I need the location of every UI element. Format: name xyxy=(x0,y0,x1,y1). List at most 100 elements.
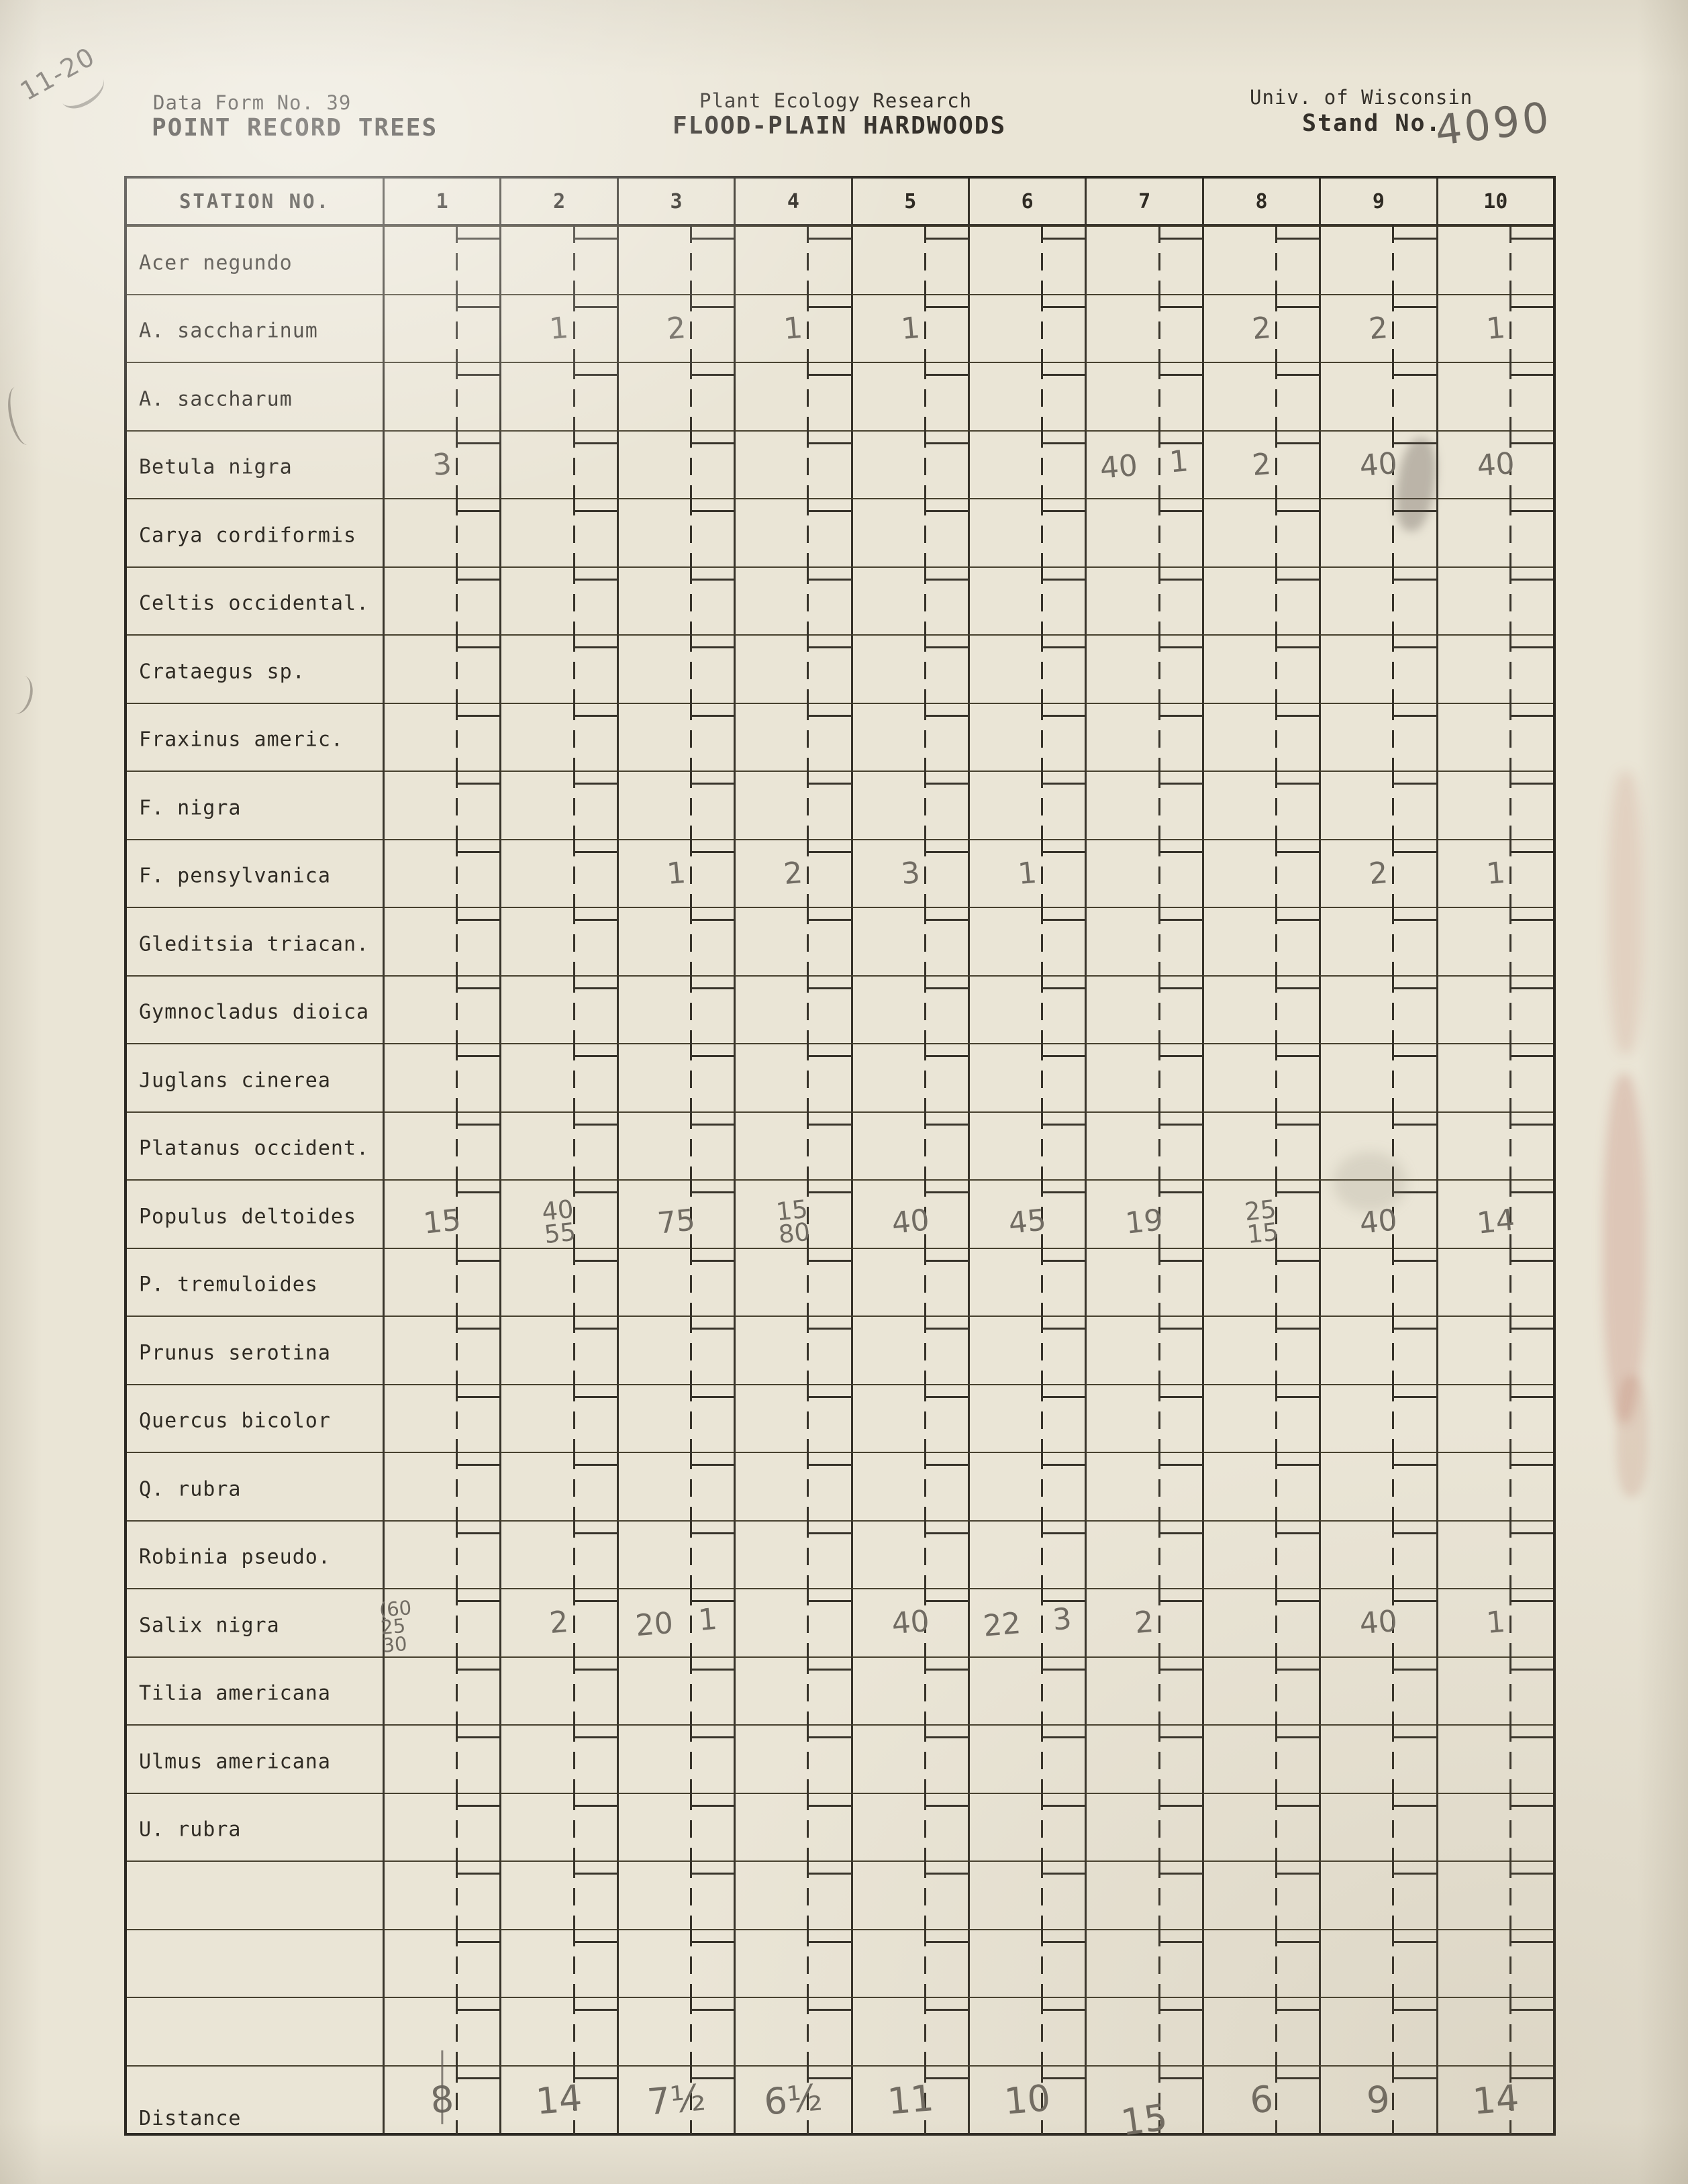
data-cell xyxy=(616,1997,734,2066)
data-cell xyxy=(734,1452,852,1521)
data-cell xyxy=(734,1724,852,1793)
species-name: Carya cordiformis xyxy=(139,524,357,548)
blank-label-cell xyxy=(127,1997,383,2065)
data-cell xyxy=(1201,1724,1320,1793)
data-cell xyxy=(1201,975,1320,1044)
station-number: 5 xyxy=(904,189,917,213)
handwritten-value: 40 55 xyxy=(540,1194,578,1250)
data-cell xyxy=(967,1656,1085,1726)
institution-name: Univ. of Wisconsin xyxy=(1250,86,1473,109)
data-cell xyxy=(967,293,1085,363)
data-cell xyxy=(967,1247,1085,1317)
data-cell: 1 xyxy=(616,838,734,908)
handwritten-value: 2 xyxy=(548,1604,570,1640)
data-cell xyxy=(1085,702,1203,772)
data-cell xyxy=(850,430,969,499)
data-cell xyxy=(734,1928,852,1998)
species-name: F. nigra xyxy=(139,796,242,820)
data-cell xyxy=(383,293,500,363)
data-cell xyxy=(1201,226,1320,295)
data-cell xyxy=(850,1724,969,1793)
data-cell: 20 1 xyxy=(616,1588,734,1657)
handwritten-value: 1 xyxy=(899,309,922,346)
data-cell: 2 xyxy=(1319,293,1437,363)
data-cell: 1 xyxy=(1436,838,1554,908)
species-label-cell: Distance xyxy=(127,2065,383,2134)
data-cell: 1 xyxy=(1436,293,1554,363)
data-cell: 40 1 xyxy=(1085,430,1203,499)
data-cell: 15 xyxy=(1085,2065,1203,2144)
data-cell xyxy=(1319,771,1437,840)
species-name: Prunus serotina xyxy=(139,1341,331,1365)
handwritten-value: 6 xyxy=(1248,2077,1275,2122)
data-cell xyxy=(616,1247,734,1317)
data-cell xyxy=(616,1724,734,1793)
handwritten-value: 45 xyxy=(1007,1202,1048,1241)
data-cell xyxy=(499,362,617,431)
species-name: Tilia americana xyxy=(139,1681,331,1705)
species-label-cell: Q. rubra xyxy=(127,1452,383,1520)
data-cell xyxy=(850,975,969,1044)
data-cell xyxy=(850,362,969,431)
species-name: Celtis occidental. xyxy=(139,591,370,615)
data-cell: 15 80 xyxy=(734,1179,852,1249)
data-cell xyxy=(499,702,617,772)
handwritten-value: 15 80 xyxy=(775,1194,812,1250)
data-cell xyxy=(499,771,617,840)
data-cell xyxy=(1319,1316,1437,1385)
species-name: Populus deltoides xyxy=(139,1205,357,1229)
data-cell xyxy=(967,1520,1085,1589)
handwritten-value: 6½ xyxy=(762,2075,824,2124)
data-cell: 45 xyxy=(967,1179,1085,1248)
data-cell xyxy=(499,1656,617,1726)
data-cell xyxy=(383,362,500,431)
data-cell xyxy=(616,1316,734,1385)
data-cell: 40 xyxy=(1436,430,1554,499)
data-cell xyxy=(1319,634,1437,703)
data-cell xyxy=(1201,498,1320,567)
data-cell: 6½ xyxy=(734,2065,852,2134)
species-label-cell: F. nigra xyxy=(127,771,383,839)
station-header-5: 5 xyxy=(850,179,968,226)
data-cell xyxy=(1319,1656,1437,1726)
data-cell: 1 xyxy=(850,293,969,363)
data-cell xyxy=(383,1860,500,1930)
handwritten-value: 19 xyxy=(1124,1202,1165,1241)
data-cell xyxy=(499,1792,617,1862)
data-cell xyxy=(383,1316,500,1385)
data-cell xyxy=(1201,1043,1320,1112)
data-cell xyxy=(616,1043,734,1112)
data-cell xyxy=(616,771,734,840)
data-cell xyxy=(1085,1043,1203,1112)
data-cell xyxy=(383,838,500,908)
species-label-cell: Ulmus americana xyxy=(127,1724,383,1793)
data-cell: 1 xyxy=(1436,1588,1554,1657)
data-cell xyxy=(1201,1792,1320,1862)
handwritten-value: 3 xyxy=(899,854,922,891)
station-number: 3 xyxy=(670,189,683,213)
data-cell xyxy=(734,1043,852,1112)
data-cell xyxy=(616,702,734,772)
data-cell: 40 xyxy=(1319,1179,1437,1248)
species-label-cell: Gleditsia triacan. xyxy=(127,907,383,975)
data-cell: 75 xyxy=(616,1179,734,1248)
data-cell xyxy=(383,498,500,567)
species-label-cell: F. pensylvanica xyxy=(127,838,383,907)
data-cell xyxy=(383,1928,500,1998)
data-cell: 25 15 xyxy=(1201,1179,1320,1249)
station-header-9: 9 xyxy=(1319,179,1436,226)
data-cell xyxy=(850,1792,969,1862)
data-cell xyxy=(967,1860,1085,1930)
handwritten-value: 40 xyxy=(889,1202,931,1241)
station-header-4: 4 xyxy=(734,179,851,226)
species-label-cell: Betula nigra xyxy=(127,430,383,499)
data-cell xyxy=(499,226,617,295)
data-cell: 40 xyxy=(1319,430,1437,499)
data-cell xyxy=(383,1452,500,1521)
data-cell xyxy=(383,975,500,1044)
data-cell xyxy=(1319,1111,1437,1181)
data-cell xyxy=(1436,1043,1554,1112)
data-cell xyxy=(1201,702,1320,772)
data-cell xyxy=(734,226,852,295)
data-cell xyxy=(499,1043,617,1112)
